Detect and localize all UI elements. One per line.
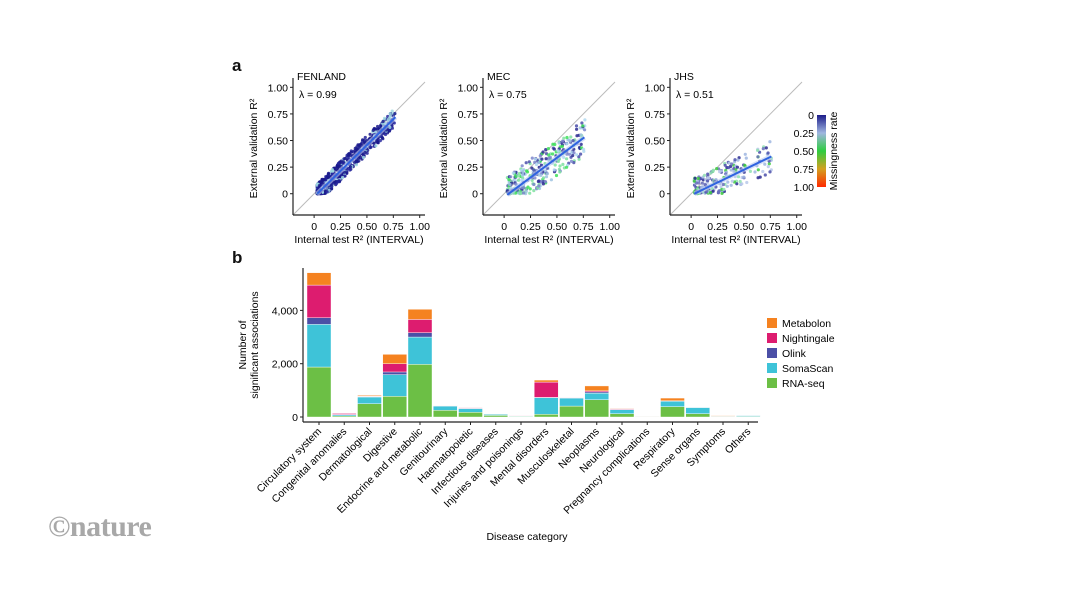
x-tick-label: 0.50 xyxy=(357,221,378,233)
x-axis-label: Disease category xyxy=(486,531,568,543)
y-axis-label: External validation R² xyxy=(438,98,450,198)
bar-legend: Metabolon Nightingale Olink SomaScan RNA-seq xyxy=(767,318,835,390)
bar-respiratory xyxy=(660,397,685,418)
bar-endocrine-and-metabolic xyxy=(407,309,433,418)
x-tick-label: 1.00 xyxy=(600,221,621,233)
legend-label: Olink xyxy=(782,348,807,360)
legend-label: Metabolon xyxy=(782,318,831,330)
colorbar-label: Missingness rate xyxy=(828,111,840,190)
x-tick-label: 0.25 xyxy=(330,221,351,233)
bar-digestive xyxy=(382,354,407,418)
colorbar-tick: 0.25 xyxy=(794,128,815,140)
x-tick-label: 1.00 xyxy=(787,221,808,233)
legend-label: SomaScan xyxy=(782,363,834,375)
legend-swatch xyxy=(767,318,777,328)
colorbar-tick: 1.00 xyxy=(794,182,815,194)
y-tick-label: 1.00 xyxy=(645,82,666,94)
x-tick-label: 0 xyxy=(311,221,317,233)
regression-line xyxy=(693,155,772,195)
bar-genitourinary xyxy=(433,405,458,418)
lambda-annotation: λ = 0.51 xyxy=(676,89,714,101)
bar-infectious-diseases xyxy=(483,413,508,418)
x-tick-label: 0.50 xyxy=(734,221,755,233)
y-tick-label: 0.25 xyxy=(268,162,289,174)
cohort-title: JHS xyxy=(674,71,694,83)
y-tick-label: 0 xyxy=(659,189,665,201)
bar-musculoskeletal xyxy=(559,397,584,418)
x-axis-label: Internal test R² (INTERVAL) xyxy=(294,234,423,246)
x-tick-label: 0.25 xyxy=(520,221,541,233)
y-axis-label: External validation R² xyxy=(625,98,637,198)
x-tick-label: 0.75 xyxy=(760,221,781,233)
scatter-panels: 0 0 0.25 0.25 0.50 0.50 0.75 0.75 1.00 1.00 FENLAN… xyxy=(248,71,840,246)
bar-circulatory-system xyxy=(306,272,332,418)
colorbar-tick: 0.75 xyxy=(794,164,815,176)
x-tick-label: 0.50 xyxy=(547,221,568,233)
legend-swatch xyxy=(767,363,777,373)
missingness-colorbar: 0 0.25 0.50 0.75 1.00 Missingness rate xyxy=(794,110,840,194)
x-tick-label: 0.75 xyxy=(383,221,404,233)
y-tick-label: 0.50 xyxy=(645,136,666,148)
regression-line xyxy=(506,136,585,196)
lambda-annotation: λ = 0.99 xyxy=(299,89,337,101)
bar-others xyxy=(736,415,761,418)
y-tick-label: 0.25 xyxy=(458,162,479,174)
x-tick-label: 1.00 xyxy=(410,221,431,233)
x-tick-label: 0.75 xyxy=(573,221,594,233)
x-tick-label: 0.25 xyxy=(707,221,728,233)
panel-b-label: b xyxy=(232,248,243,267)
y-tick-label: 0.75 xyxy=(268,109,289,121)
bar-mental-disorders xyxy=(534,379,559,418)
legend-label: RNA-seq xyxy=(782,378,825,390)
x-axis-label: Internal test R² (INTERVAL) xyxy=(484,234,613,246)
cohort-title: FENLAND xyxy=(297,71,346,83)
y-tick-label: 0 xyxy=(472,189,478,201)
y-tick-label: 2,000 xyxy=(272,359,298,371)
panel-a-label: a xyxy=(232,56,242,75)
scatter-panel-jhs: 0 0 0.25 0.25 0.50 0.50 0.75 0.75 1.00 1.00 JHS λ =… xyxy=(625,71,807,246)
bar-congenital-anomalies xyxy=(332,413,357,418)
y-tick-label: 4,000 xyxy=(272,305,298,317)
y-tick-label: 0.25 xyxy=(645,162,666,174)
bar-injuries-and-poisonings xyxy=(508,415,534,418)
scatter-panel-fenland: 0 0 0.25 0.25 0.50 0.50 0.75 0.75 1.00 1.00 FENLAN… xyxy=(248,71,430,246)
y-tick-label: 1.00 xyxy=(268,82,289,94)
x-tick-label: 0 xyxy=(688,221,694,233)
bar-neurological xyxy=(609,408,635,418)
y-tick-label: 0.75 xyxy=(645,109,666,121)
y-tick-label: 0.50 xyxy=(458,136,479,148)
bar-neoplasms xyxy=(584,385,609,418)
x-tick-label: 0 xyxy=(501,221,507,233)
legend-swatch xyxy=(767,378,777,388)
x-axis-label: Internal test R² (INTERVAL) xyxy=(671,234,800,246)
bar-pregnancy-complications xyxy=(635,416,660,418)
bar-dermatological xyxy=(357,395,382,418)
legend-swatch xyxy=(767,348,777,358)
y-tick-label: 1.00 xyxy=(458,82,479,94)
category-label: Others xyxy=(723,426,754,457)
legend-swatch xyxy=(767,333,777,343)
nature-watermark: ©nature xyxy=(48,510,152,543)
lambda-annotation: λ = 0.75 xyxy=(489,89,527,101)
y-tick-label: 0 xyxy=(282,189,288,201)
cohort-title: MEC xyxy=(487,71,511,83)
y-tick-label: 0 xyxy=(292,412,298,424)
legend-label: Nightingale xyxy=(782,333,835,345)
bar-haematopoietic xyxy=(458,407,483,418)
regression-line xyxy=(316,116,397,195)
scatter-panel-mec: 0 0 0.25 0.25 0.50 0.50 0.75 0.75 1.00 1.00 MEC λ =… xyxy=(438,71,620,246)
y-axis-label: External validation R² xyxy=(248,98,260,198)
y-tick-label: 0.50 xyxy=(268,136,289,148)
y-axis-label-line2: significant associations xyxy=(249,291,261,398)
y-tick-label: 0.75 xyxy=(458,109,479,121)
colorbar-tick: 0.50 xyxy=(794,146,815,158)
bar-sense-organs xyxy=(685,407,710,418)
y-axis-label-line1: Number of xyxy=(237,320,249,369)
bar-symptoms xyxy=(710,415,736,418)
colorbar-tick: 0 xyxy=(808,110,814,122)
